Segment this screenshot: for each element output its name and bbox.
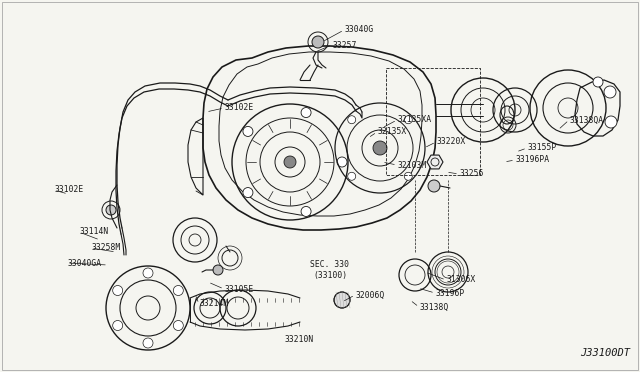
Circle shape <box>113 285 123 295</box>
Circle shape <box>428 180 440 192</box>
Circle shape <box>173 321 183 330</box>
Text: J33100DT: J33100DT <box>580 348 630 358</box>
Text: 33040G: 33040G <box>345 26 374 35</box>
Text: 33220X: 33220X <box>437 138 467 147</box>
Circle shape <box>334 292 350 308</box>
Text: 33105E: 33105E <box>225 285 254 294</box>
Circle shape <box>143 338 153 348</box>
Circle shape <box>348 172 356 180</box>
Circle shape <box>243 126 253 137</box>
Circle shape <box>301 206 311 217</box>
Circle shape <box>404 116 412 124</box>
Circle shape <box>301 108 311 118</box>
Circle shape <box>604 86 616 98</box>
Circle shape <box>143 268 153 278</box>
Circle shape <box>106 205 116 215</box>
Circle shape <box>593 77 603 87</box>
Text: 33257: 33257 <box>333 41 357 49</box>
Circle shape <box>284 156 296 168</box>
Text: 33155P: 33155P <box>528 144 557 153</box>
Text: 33138QA: 33138QA <box>570 115 604 125</box>
Circle shape <box>605 116 617 128</box>
Text: 33040GA: 33040GA <box>68 259 102 267</box>
Text: 33138Q: 33138Q <box>420 302 449 311</box>
Text: 31306X: 31306X <box>447 276 476 285</box>
Circle shape <box>312 36 324 48</box>
Text: 33196P: 33196P <box>436 289 465 298</box>
Text: 33114N: 33114N <box>80 228 109 237</box>
Text: 32135X: 32135X <box>378 128 407 137</box>
Text: 33214M: 33214M <box>200 299 229 308</box>
Text: SEC. 330
(33100): SEC. 330 (33100) <box>310 260 349 280</box>
Circle shape <box>113 321 123 330</box>
Text: 33102E: 33102E <box>55 186 84 195</box>
Circle shape <box>173 285 183 295</box>
Text: 33258M: 33258M <box>92 244 121 253</box>
Text: 33256: 33256 <box>460 170 484 179</box>
Circle shape <box>348 116 356 124</box>
Text: 32006Q: 32006Q <box>356 291 385 299</box>
Text: 33102E: 33102E <box>225 103 254 112</box>
Circle shape <box>213 265 223 275</box>
Circle shape <box>337 157 347 167</box>
Text: 32135XA: 32135XA <box>398 115 432 125</box>
Polygon shape <box>427 155 443 169</box>
Circle shape <box>404 172 412 180</box>
Text: 33196PA: 33196PA <box>516 155 550 164</box>
Circle shape <box>243 187 253 198</box>
Text: 33210N: 33210N <box>285 336 314 344</box>
Text: 32103M: 32103M <box>398 160 428 170</box>
Circle shape <box>373 141 387 155</box>
